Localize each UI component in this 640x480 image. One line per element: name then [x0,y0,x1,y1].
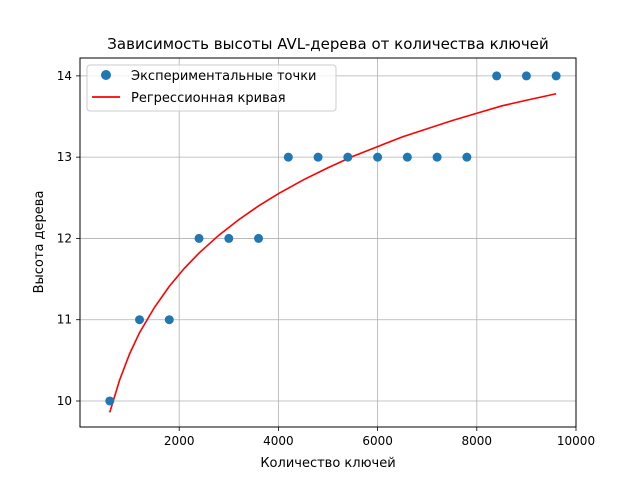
data-point [224,233,234,243]
chart-title: Зависимость высоты AVL-дерева от количес… [107,35,548,53]
plot-series [105,71,561,413]
data-point [194,233,204,243]
data-point [462,152,472,162]
y-tick-label: 11 [57,313,72,327]
x-tick-label: 8000 [462,434,493,448]
data-point [313,152,323,162]
data-point [105,396,115,406]
data-point [521,71,531,81]
y-axis-label: Высота дерева [32,191,47,294]
data-point [373,152,383,162]
data-point [551,71,561,81]
y-tick-label: 13 [57,150,72,164]
data-point [164,315,174,325]
legend-marker-experimental [101,70,111,80]
x-tick-label: 2000 [164,434,195,448]
axis-ticks: 2000 4000 6000 8000 10000 10 11 12 13 14 [57,69,595,448]
legend-box [86,64,337,112]
plot-frame [79,57,577,428]
y-tick-label: 12 [57,231,72,245]
x-tick-label: 4000 [263,434,294,448]
legend: Экспериментальные точки Регрессионная кр… [86,64,337,112]
data-point [432,152,442,162]
y-tick-label: 10 [57,394,72,408]
legend-label-experimental: Экспериментальные точки [131,69,317,84]
regression-curve [108,92,557,413]
x-axis-label: Количество ключей [260,456,395,471]
legend-label-regression: Регрессионная кривая [131,91,286,106]
data-point [343,152,353,162]
data-point [283,152,293,162]
data-point [402,152,412,162]
y-tick-label: 14 [57,69,72,83]
data-point [254,233,264,243]
data-point [135,315,145,325]
x-tick-label: 10000 [557,434,595,448]
x-tick-label: 6000 [362,434,393,448]
data-point [492,71,502,81]
